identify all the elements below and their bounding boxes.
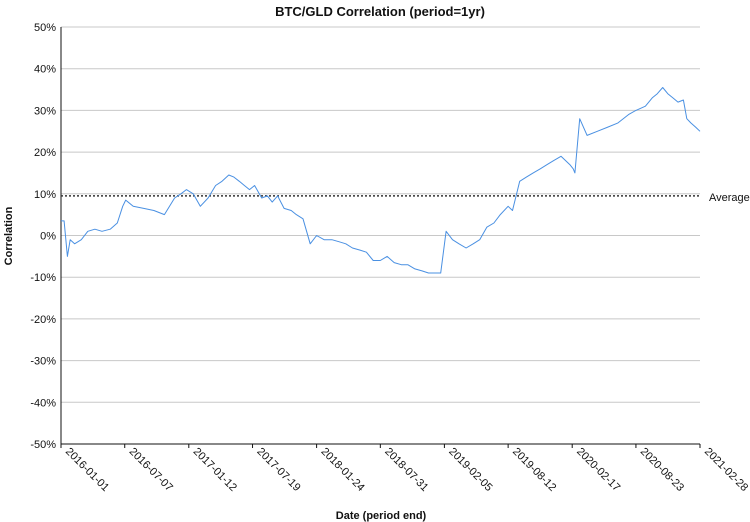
average-label: Average <box>709 192 750 204</box>
y-axis-title: Correlation <box>3 206 15 265</box>
grid-lines <box>61 26 700 403</box>
y-tick-label: -50% <box>30 439 56 451</box>
chart-title: BTC/GLD Correlation (period=1yr) <box>275 4 485 19</box>
y-tick-label: 40% <box>34 64 56 76</box>
x-tick-label: 2016-01-01 <box>63 446 111 494</box>
x-tick-label: 2021-02-28 <box>702 446 750 494</box>
x-tick-label: 2016-07-07 <box>127 446 175 494</box>
x-axis-ticks: 2016-01-01 2016-07-07 2017-01-12 2017-07-19… <box>60 444 750 494</box>
y-tick-label: -20% <box>30 314 56 326</box>
correlation-series-line <box>61 87 701 274</box>
x-tick-label: 2019-02-05 <box>446 446 494 494</box>
x-tick-label: 2020-02-17 <box>574 446 622 494</box>
x-tick-label: 2018-07-31 <box>382 446 430 494</box>
x-tick-label: 2017-01-12 <box>191 446 239 494</box>
x-axis-title: Date (period end) <box>336 510 427 522</box>
x-tick-label: 2017-07-19 <box>254 446 302 494</box>
x-tick-label: 2020-08-23 <box>638 446 686 494</box>
y-tick-label: -10% <box>30 272 56 284</box>
y-tick-label: -30% <box>30 356 56 368</box>
y-axis-ticks: 50% 40% 30% 20% 10% 0% -10% -20% -30% -40% -50% <box>30 22 56 451</box>
y-tick-label: 20% <box>34 147 56 159</box>
y-tick-label: 50% <box>34 22 56 34</box>
y-tick-label: 10% <box>34 189 56 201</box>
y-tick-label: 30% <box>34 105 56 117</box>
y-tick-label: 0% <box>40 231 56 243</box>
x-tick-label: 2019-08-12 <box>510 446 558 494</box>
y-tick-label: -40% <box>30 397 56 409</box>
x-tick-label: 2018-01-24 <box>318 446 366 494</box>
